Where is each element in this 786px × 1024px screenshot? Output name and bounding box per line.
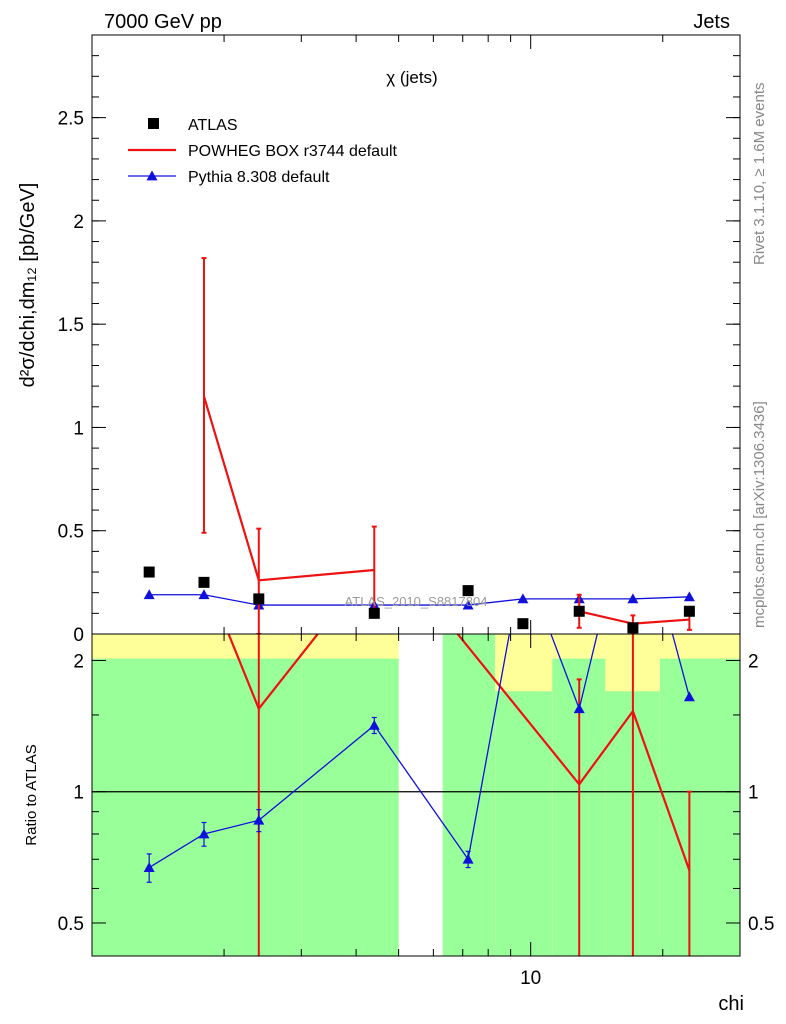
pythia-ratio-marker: [462, 853, 474, 864]
legend-label: Pythia 8.308 default: [188, 169, 330, 186]
atlas-data-point: [198, 576, 210, 588]
powheg-ratio-line: [257, 634, 320, 710]
pythia-marker: [462, 599, 474, 610]
pythia-marker: [198, 589, 210, 600]
ratio-y-tick-label: 0.5: [748, 914, 774, 935]
atlas-data-point: [368, 607, 380, 619]
uncertainty-band-stat: [495, 691, 553, 956]
main-x-minor-ticks: [223, 35, 741, 634]
main-y-tick-label: 0: [73, 625, 84, 646]
pythia-marker: [683, 591, 695, 602]
main-y-tick-label: 1: [73, 418, 84, 439]
main-title: χ (jets): [386, 68, 437, 87]
main-y-tick-label: 1.5: [58, 315, 84, 336]
main-y-axis-label: d²σ/dchi,dm₁₂ [pb/GeV]: [17, 183, 39, 388]
pythia-ratio-marker: [683, 691, 695, 702]
ratio-x-axis: 10: [223, 634, 741, 989]
ratio-panel: 0.5 0.5 1 1 2 2 10 Ratio to ATLAS chi: [23, 633, 775, 1015]
pythia-ratio-marker: [143, 862, 155, 872]
ratio-frame: [91, 633, 741, 957]
x-axis-label: chi: [718, 993, 744, 1015]
atlas-data-point: [253, 593, 265, 605]
ratio-y-tick-label: 1: [748, 783, 759, 804]
pythia-marker: [143, 589, 155, 600]
atlas-data-point: [573, 605, 585, 617]
legend-atlas-marker: [148, 118, 159, 129]
pythia-ratio-marker: [198, 828, 210, 839]
main-y-tick-label: 0.5: [58, 522, 84, 543]
atlas-data-point: [517, 618, 529, 630]
atlas-data-point: [683, 605, 695, 617]
uncertainty-band-stat: [659, 658, 740, 956]
rivet-label: Rivet 3.1.10, ≥ 1.6M events: [751, 83, 768, 266]
powheg-line: [578, 610, 690, 625]
atlas-data-point: [462, 585, 474, 597]
powheg-ratio-line: [456, 634, 581, 785]
ratio-y-axis: 0.5 0.5 1 1 2 2: [58, 651, 775, 935]
legend-label: ATLAS: [188, 117, 238, 134]
pythia-ratio-marker: [573, 703, 585, 714]
ratio-y-tick-label: 2: [748, 651, 759, 672]
main-plot-content: [143, 257, 695, 634]
uncertainty-band-stat: [442, 634, 496, 956]
process-label: Jets: [693, 11, 730, 33]
x-tick-label: 10: [520, 968, 541, 989]
ratio-y-axis-label: Ratio to ATLAS: [23, 744, 40, 845]
watermark: ATLAS_2010_S8817804: [345, 594, 488, 609]
pythia-ratio-marker: [253, 814, 265, 825]
ratio-plot-content: [92, 634, 740, 956]
main-y-tick-label: 2.5: [58, 109, 84, 130]
atlas-data-point: [143, 566, 155, 578]
ratio-y-tick-label: 2: [73, 651, 84, 672]
energy-label: 7000 GeV pp: [104, 11, 222, 33]
pythia-marker: [627, 593, 639, 604]
pythia-ratio-marker: [368, 719, 380, 730]
main-y-tick-label: 2: [73, 212, 84, 233]
ratio-y-tick-label: 0.5: [58, 914, 84, 935]
mcplots-label: mcplots.cern.ch [arXiv:1306.3436]: [751, 401, 768, 628]
legend: ATLAS POWHEG BOX r3744 default Pythia 8.30…: [128, 117, 398, 186]
ratio-y-tick-label: 1: [73, 783, 84, 804]
main-y-axis: 0 0.5 1 1.5 2 2.5: [58, 55, 740, 646]
powheg-line: [202, 396, 375, 582]
atlas-data-point: [627, 622, 639, 634]
powheg-ratio-line: [227, 634, 260, 710]
uncertainty-band-stat: [301, 658, 399, 956]
legend-pythia-marker: [146, 170, 158, 181]
main-panel: 0 0.5 1 1.5 2 2.5 χ (jets) ATLAS_2010_S881780…: [17, 34, 741, 646]
uncertainty-band-stat: [92, 658, 302, 956]
legend-label: POWHEG BOX r3744 default: [188, 143, 398, 160]
pythia-marker: [517, 593, 529, 604]
